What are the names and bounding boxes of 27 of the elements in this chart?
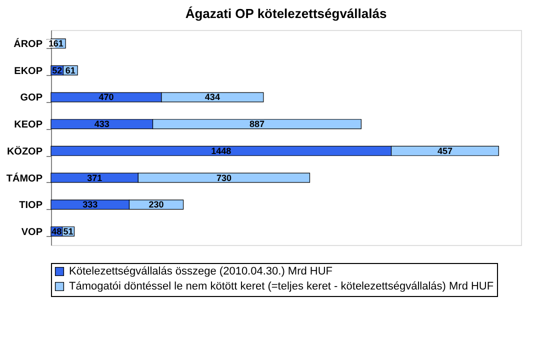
y-tick-label: EKOP (14, 66, 43, 77)
y-tick-label: KÖZOP (6, 145, 43, 158)
chart-title: Ágazati OP kötelezettségvállalás (185, 6, 387, 21)
data-label: 230 (148, 200, 164, 210)
data-label: 371 (87, 172, 102, 183)
y-tick-label: ÁROP (14, 38, 43, 50)
data-label: 887 (249, 119, 264, 130)
data-label: 434 (204, 92, 220, 102)
data-label: 333 (82, 200, 98, 210)
y-tick-label: TÁMOP (6, 172, 43, 184)
y-tick-label: KEOP (14, 120, 43, 131)
y-tick-label: VOP (21, 226, 43, 238)
data-label: 61 (65, 65, 76, 76)
data-label: 52 (52, 65, 62, 76)
data-label: 457 (437, 146, 452, 156)
y-tick-label: TIOP (19, 200, 43, 212)
data-label: 433 (94, 119, 110, 130)
data-label: 1 (48, 38, 54, 49)
data-label: 730 (216, 172, 232, 183)
data-label: 48 (52, 226, 62, 236)
data-label: 470 (98, 92, 114, 102)
legend-label: Támogatói döntéssel le nem kötött keret (=teljes keret - kötelezettségvállalás) Mrd HUF (69, 280, 494, 292)
legend-label: Kötelezettségvállalás összege (2010.04.30.) Mrd HUF (69, 266, 333, 278)
data-label: 51 (63, 226, 74, 236)
data-label: 1448 (211, 146, 232, 156)
data-label: 61 (53, 38, 64, 49)
y-tick-label: GOP (20, 92, 43, 104)
